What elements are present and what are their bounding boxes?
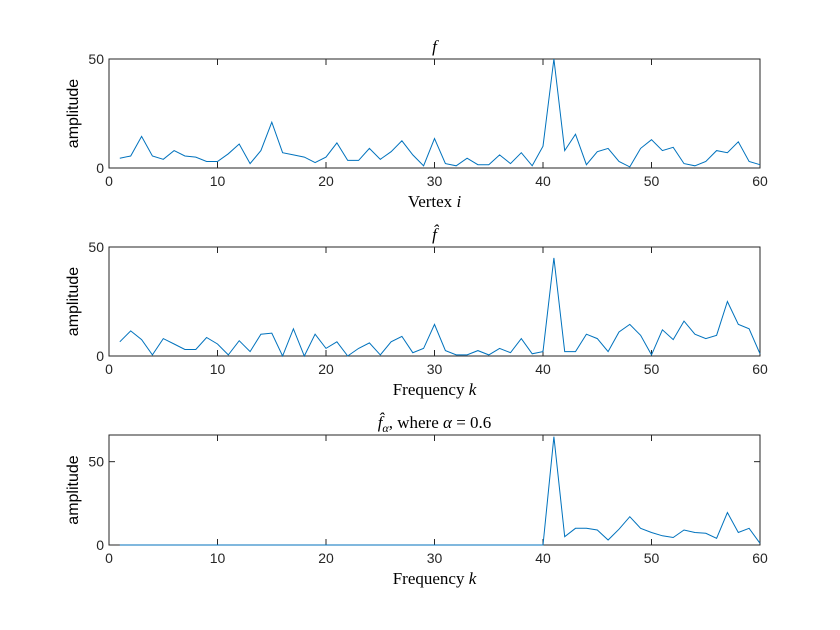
x-tick-label: 0 [105, 361, 113, 377]
x-tick-label: 40 [535, 173, 551, 189]
x-tick-label: 50 [644, 173, 660, 189]
x-tick-label: 60 [752, 173, 768, 189]
y-tick-label: 0 [96, 160, 104, 176]
subplot-title: f̂α, where α = 0.6 [378, 412, 492, 435]
y-axis-label: amplitude [65, 79, 82, 148]
y-axis-label: amplitude [65, 267, 82, 336]
x-tick-label: 40 [535, 550, 551, 566]
subplot-3: 0 10 20 30 40 50 60 0 50 amplitude Frequency k f̂α,… [65, 412, 768, 588]
x-tick-label: 50 [644, 550, 660, 566]
y-tick-label: 0 [96, 537, 104, 553]
x-tick-label: 20 [318, 550, 334, 566]
axes-frame [108, 58, 761, 169]
axes-frame [108, 246, 761, 357]
series-line [119, 58, 761, 168]
x-tick-label: 10 [210, 173, 226, 189]
series-line [119, 257, 761, 358]
x-tick-label: 0 [105, 550, 113, 566]
axes-frame [108, 434, 761, 546]
y-tick-label: 50 [88, 51, 104, 67]
x-tick-label: 30 [427, 173, 443, 189]
x-tick-label: 10 [210, 550, 226, 566]
y-axis-label: amplitude [65, 455, 82, 524]
y-tick-label: 50 [88, 239, 104, 255]
x-tick-label: 0 [105, 173, 113, 189]
x-tick-label: 60 [752, 550, 768, 566]
x-tick-label: 60 [752, 361, 768, 377]
x-tick-label: 20 [318, 173, 334, 189]
x-tick-label: 10 [210, 361, 226, 377]
series-line [119, 436, 761, 546]
subplot-title: f [432, 37, 439, 56]
subplot-1: 0 10 20 30 40 50 60 0 50 amplitude Vertex i f [65, 37, 768, 211]
subplot-2: 0 10 20 30 40 50 60 0 50 amplitude Frequency k f̂ [65, 224, 768, 399]
subplot-title: f̂ [432, 224, 440, 244]
x-tick-label: 30 [427, 361, 443, 377]
x-tick-label: 40 [535, 361, 551, 377]
x-axis-label: Vertex i [408, 192, 462, 211]
x-axis-label: Frequency k [393, 569, 477, 588]
x-axis-label: Frequency k [393, 380, 477, 399]
x-tick-label: 50 [644, 361, 660, 377]
x-tick-label: 30 [427, 550, 443, 566]
y-tick-label: 0 [96, 348, 104, 364]
x-tick-label: 20 [318, 361, 334, 377]
y-tick-label: 50 [88, 454, 104, 470]
